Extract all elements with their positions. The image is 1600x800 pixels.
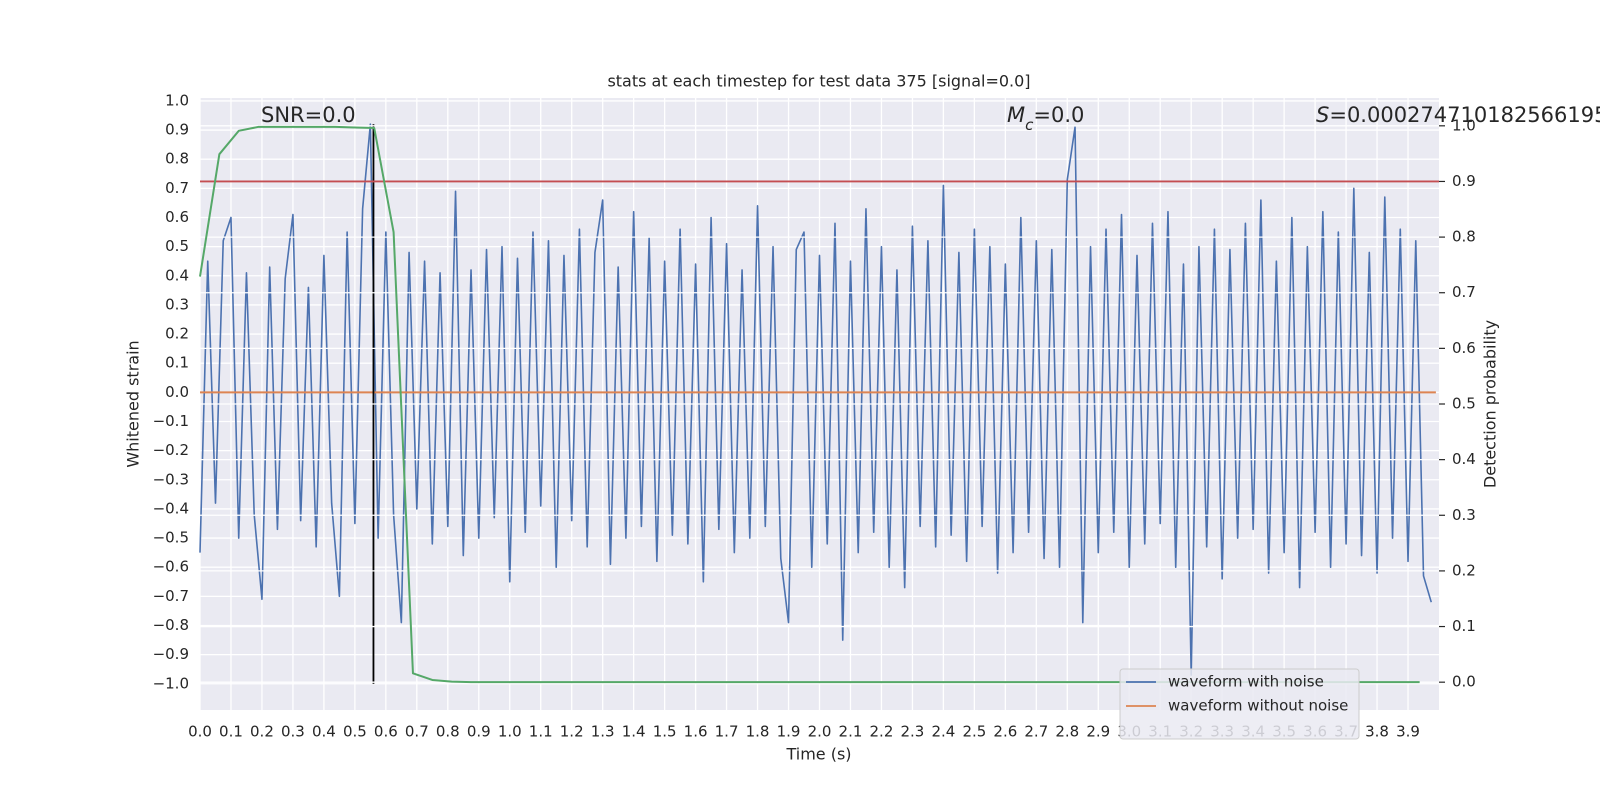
y-tick-label: 0.0 [165,383,189,401]
y-tick-label: 0.7 [165,179,189,197]
x-tick-label: 1.1 [529,723,553,741]
y2-tick-label: 0.8 [1452,228,1476,246]
x-tick-label: 2.5 [962,723,986,741]
x-tick-label: 0.2 [250,723,274,741]
y-tick-label: −0.1 [153,412,189,430]
y2-tick-label: 0.2 [1452,561,1476,579]
x-tick-label: 2.6 [993,723,1017,741]
legend-box [1119,668,1360,740]
x-tick-label: 2.2 [870,723,894,741]
y-tick-label: −0.5 [153,529,189,547]
y-tick-label: 0.5 [165,237,189,255]
y-tick-label: −0.2 [153,441,189,459]
y-tick-label: 0.6 [165,208,189,226]
legend-label: waveform without noise [1168,697,1348,715]
chart-title: stats at each timestep for test data 375… [607,72,1030,91]
x-tick-label: 1.5 [653,723,677,741]
x-axis-label: Time (s) [785,745,851,764]
y-tick-label: −0.6 [153,558,189,576]
y2-tick-label: 0.5 [1452,395,1476,413]
x-tick-label: 2.8 [1055,723,1079,741]
series-line [199,123,1433,676]
annotation: SNR=0.0 [261,103,356,127]
y-tick-label: 0.9 [165,121,189,139]
x-tick-label: 0.9 [467,723,491,741]
y2-tick-label: 0.0 [1452,673,1476,691]
y-tick-label: 0.4 [165,266,189,284]
x-tick-label: 1.6 [684,723,708,741]
x-tick-label: 1.4 [622,723,646,741]
x-tick-label: 2.1 [839,723,863,741]
x-tick-label: 0.8 [436,723,460,741]
x-tick-label: 0.3 [281,723,305,741]
x-tick-label: 3.8 [1365,723,1389,741]
y-tick-label: −1.0 [153,674,189,692]
annotation: Mc=0.0 [1007,103,1084,134]
x-tick-label: 0.6 [374,723,398,741]
y-tick-label: −0.7 [153,587,189,605]
x-tick-label: 2.7 [1024,723,1048,741]
y2-tick-label: 0.4 [1452,450,1476,468]
x-tick-label: 2.4 [931,723,955,741]
y2-tick-label: 0.9 [1452,172,1476,190]
y2-axis-label: Detection probability [1481,320,1500,488]
y-tick-label: −0.9 [153,645,189,663]
x-tick-label: 0.7 [405,723,429,741]
annotation-part: S [1316,103,1329,127]
x-tick-label: 2.0 [808,723,832,741]
x-tick-label: 0.1 [219,723,243,741]
x-tick-label: 1.7 [715,723,739,741]
y-tick-label: −0.8 [153,616,189,634]
primary-axes: 0.0 0.1 0.2 0.3 0.4 0.5 0.6 0.7 0.8 0.9 1.0 1.1 1.2 1… [153,91,1439,741]
x-tick-label: 2.9 [1086,723,1110,741]
y-tick-label: −0.4 [153,499,189,517]
secondary-axes: 0.0 0.1 0.2 0.3 0.4 0.5 0.6 0.7 0.8 0.9 1.0 [199,116,1476,691]
y-tick-label: −0.3 [153,470,189,488]
annotation-part: =0.000274710182566195 [1329,103,1600,127]
x-tick-label: 3.9 [1396,723,1420,741]
annotation-part: c [1025,116,1034,134]
y-tick-label: 0.1 [165,354,189,372]
x-tick-label: 1.2 [560,723,584,741]
y2-tick-label: 0.7 [1452,283,1476,301]
y-tick-label: 0.3 [165,295,189,313]
y-tick-label: 0.8 [165,150,189,168]
y2-tick-label: 0.3 [1452,506,1476,524]
annotation: S=0.000274710182566195 [1316,103,1600,127]
y-axis-label: Whitened strain [124,340,143,467]
annotation-part: M [1007,103,1025,127]
x-tick-label: 1.3 [591,723,615,741]
x-tick-label: 0.4 [312,723,336,741]
y2-tick-label: 0.1 [1452,617,1476,635]
x-tick-label: 2.3 [900,723,924,741]
annotation-part: SNR=0.0 [261,103,356,127]
y-tick-label: 1.0 [165,91,189,109]
x-tick-label: 0.0 [188,723,212,741]
legend-label: waveform with noise [1168,673,1324,691]
x-tick-label: 1.9 [777,723,801,741]
x-tick-label: 1.0 [498,723,522,741]
y2-tick-label: 1.0 [1452,116,1476,134]
series-line [199,125,1420,684]
x-tick-label: 1.8 [746,723,770,741]
y2-tick-label: 0.6 [1452,339,1476,357]
annotation-part: =0.0 [1033,103,1084,127]
y-tick-label: 0.2 [165,325,189,343]
x-tick-label: 0.5 [343,723,367,741]
legend: waveform with noise waveform without nois… [1119,668,1360,740]
